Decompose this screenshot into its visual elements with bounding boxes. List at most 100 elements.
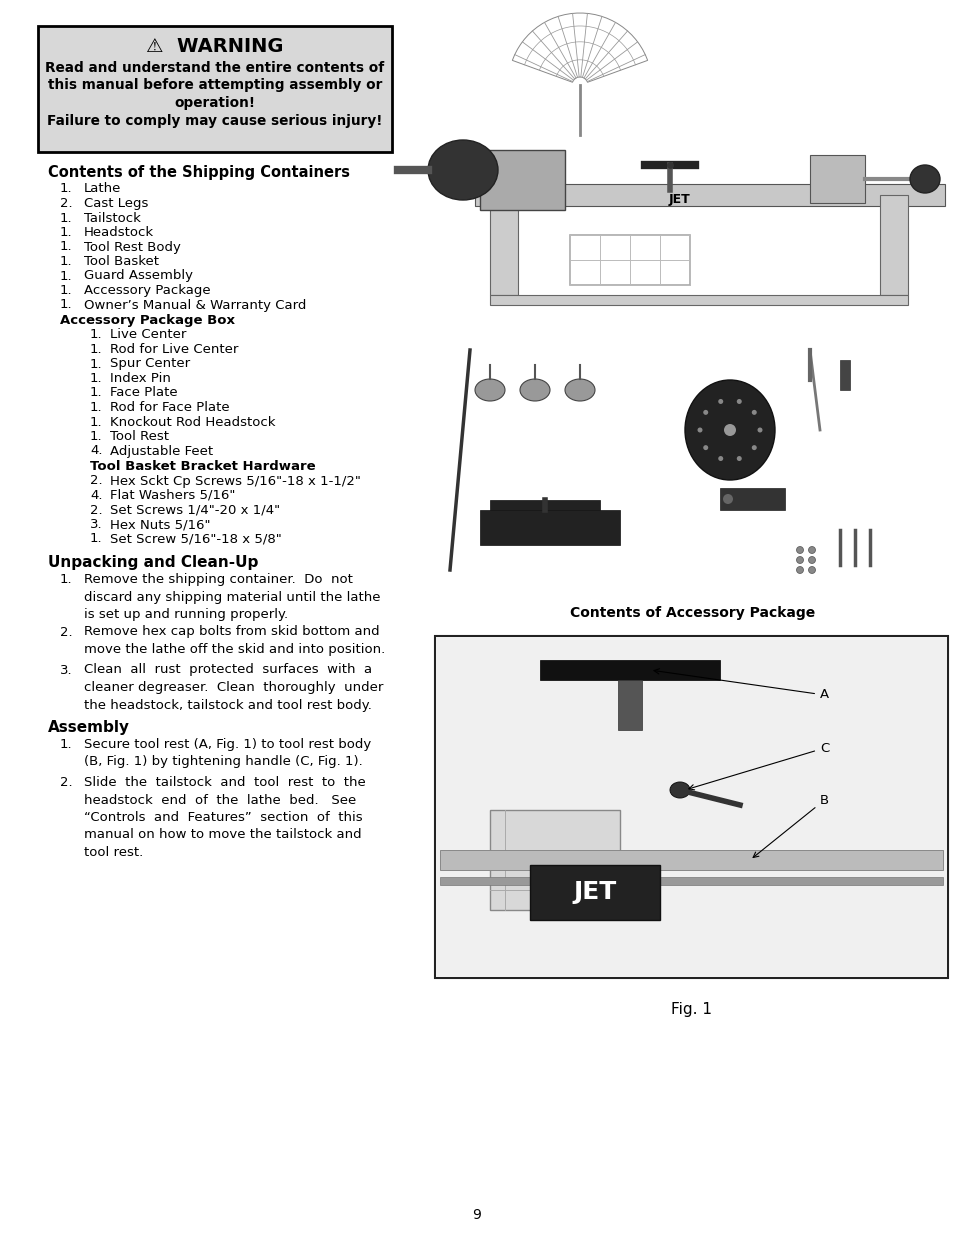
Ellipse shape bbox=[718, 456, 722, 461]
Bar bbox=[618, 680, 641, 730]
Bar bbox=[475, 184, 944, 206]
Text: 1.: 1. bbox=[90, 343, 103, 356]
Ellipse shape bbox=[736, 399, 741, 404]
Text: Tool Rest Body: Tool Rest Body bbox=[84, 241, 181, 253]
Ellipse shape bbox=[736, 456, 741, 461]
Text: 1.: 1. bbox=[60, 739, 72, 751]
Text: Contents of Accessory Package: Contents of Accessory Package bbox=[569, 606, 814, 620]
Text: Guard Assembly: Guard Assembly bbox=[84, 269, 193, 283]
Text: Remove the shipping container.  Do  not
discard any shipping material until the : Remove the shipping container. Do not di… bbox=[84, 573, 380, 621]
Ellipse shape bbox=[718, 399, 722, 404]
Bar bbox=[530, 864, 659, 920]
Text: Lathe: Lathe bbox=[84, 183, 121, 195]
Text: Tool Basket: Tool Basket bbox=[84, 254, 159, 268]
Bar bbox=[809, 156, 864, 203]
Ellipse shape bbox=[684, 380, 774, 480]
Ellipse shape bbox=[796, 567, 802, 573]
Text: Index Pin: Index Pin bbox=[110, 372, 171, 385]
Text: Set Screws 1/4"-20 x 1/4": Set Screws 1/4"-20 x 1/4" bbox=[110, 504, 280, 516]
Text: Headstock: Headstock bbox=[84, 226, 154, 240]
Ellipse shape bbox=[564, 379, 595, 401]
Text: Rod for Face Plate: Rod for Face Plate bbox=[110, 401, 230, 414]
Text: JET: JET bbox=[573, 881, 616, 904]
Bar bbox=[439, 877, 942, 885]
Text: 1.: 1. bbox=[60, 183, 72, 195]
Text: Assembly: Assembly bbox=[48, 720, 130, 735]
Text: 2.: 2. bbox=[60, 625, 72, 638]
Text: 2.: 2. bbox=[60, 776, 72, 789]
Text: 1.: 1. bbox=[60, 284, 72, 296]
Text: A: A bbox=[654, 668, 828, 701]
Ellipse shape bbox=[428, 140, 497, 200]
Text: Accessory Package: Accessory Package bbox=[84, 284, 211, 296]
Text: 1.: 1. bbox=[60, 226, 72, 240]
Text: Contents of the Shipping Containers: Contents of the Shipping Containers bbox=[48, 165, 350, 180]
Ellipse shape bbox=[909, 165, 939, 193]
Text: Hex Nuts 5/16": Hex Nuts 5/16" bbox=[110, 517, 211, 531]
Text: JET: JET bbox=[668, 194, 690, 206]
Ellipse shape bbox=[723, 424, 735, 436]
Text: 1.: 1. bbox=[60, 241, 72, 253]
Text: 2.: 2. bbox=[90, 474, 103, 488]
Text: 1.: 1. bbox=[60, 269, 72, 283]
FancyBboxPatch shape bbox=[38, 26, 392, 152]
Ellipse shape bbox=[702, 410, 707, 415]
Ellipse shape bbox=[702, 445, 707, 450]
Ellipse shape bbox=[722, 494, 732, 504]
Text: 1.: 1. bbox=[90, 357, 103, 370]
Ellipse shape bbox=[697, 427, 701, 432]
Bar bbox=[490, 295, 907, 305]
Text: Spur Center: Spur Center bbox=[110, 357, 190, 370]
Text: 4.: 4. bbox=[90, 445, 102, 457]
Bar bbox=[720, 488, 784, 510]
Ellipse shape bbox=[669, 782, 689, 798]
Text: 1.: 1. bbox=[90, 415, 103, 429]
Text: Unpacking and Clean-Up: Unpacking and Clean-Up bbox=[48, 555, 258, 571]
Text: 2.: 2. bbox=[90, 504, 103, 516]
Text: 9: 9 bbox=[472, 1208, 481, 1221]
Text: 1.: 1. bbox=[90, 401, 103, 414]
Text: B: B bbox=[752, 794, 828, 857]
Text: operation!: operation! bbox=[174, 96, 255, 110]
Text: Accessory Package Box: Accessory Package Box bbox=[60, 314, 234, 327]
Text: 1.: 1. bbox=[60, 254, 72, 268]
Ellipse shape bbox=[751, 445, 756, 450]
Text: Fig. 1: Fig. 1 bbox=[670, 1002, 711, 1016]
Ellipse shape bbox=[757, 427, 761, 432]
Ellipse shape bbox=[807, 547, 815, 553]
Text: Live Center: Live Center bbox=[110, 329, 186, 342]
Text: 1.: 1. bbox=[60, 211, 72, 225]
Text: Adjustable Feet: Adjustable Feet bbox=[110, 445, 213, 457]
Bar bbox=[479, 149, 564, 210]
Bar bbox=[569, 235, 689, 285]
Text: Knockout Rod Headstock: Knockout Rod Headstock bbox=[110, 415, 275, 429]
Ellipse shape bbox=[807, 567, 815, 573]
Text: Cast Legs: Cast Legs bbox=[84, 198, 149, 210]
Bar bbox=[840, 359, 849, 390]
Text: 1.: 1. bbox=[90, 387, 103, 399]
Text: Flat Washers 5/16": Flat Washers 5/16" bbox=[110, 489, 235, 501]
Text: 4.: 4. bbox=[90, 489, 102, 501]
Text: ⚠  WARNING: ⚠ WARNING bbox=[146, 37, 283, 56]
Text: Clean  all  rust  protected  surfaces  with  a
cleaner degreaser.  Clean  thorou: Clean all rust protected surfaces with a… bbox=[84, 663, 383, 711]
Text: 1.: 1. bbox=[60, 573, 72, 585]
Bar bbox=[439, 850, 942, 869]
Text: 2.: 2. bbox=[60, 198, 72, 210]
Bar bbox=[490, 810, 619, 910]
Bar bbox=[436, 637, 946, 977]
Text: 1.: 1. bbox=[60, 299, 72, 311]
Text: Tailstock: Tailstock bbox=[84, 211, 141, 225]
Text: Set Screw 5/16"-18 x 5/8": Set Screw 5/16"-18 x 5/8" bbox=[110, 532, 281, 546]
Text: Failure to comply may cause serious injury!: Failure to comply may cause serious inju… bbox=[48, 114, 382, 127]
Text: Remove hex cap bolts from skid bottom and
move the lathe off the skid and into p: Remove hex cap bolts from skid bottom an… bbox=[84, 625, 385, 656]
Text: Face Plate: Face Plate bbox=[110, 387, 177, 399]
Text: 1.: 1. bbox=[90, 372, 103, 385]
Ellipse shape bbox=[751, 410, 756, 415]
Text: Secure tool rest (A, Fig. 1) to tool rest body
(B, Fig. 1) by tightening handle : Secure tool rest (A, Fig. 1) to tool res… bbox=[84, 739, 371, 768]
Text: Hex Sckt Cp Screws 5/16"-18 x 1-1/2": Hex Sckt Cp Screws 5/16"-18 x 1-1/2" bbox=[110, 474, 360, 488]
Ellipse shape bbox=[807, 557, 815, 563]
Ellipse shape bbox=[796, 547, 802, 553]
Text: 3.: 3. bbox=[90, 517, 103, 531]
FancyBboxPatch shape bbox=[435, 636, 947, 978]
Ellipse shape bbox=[796, 557, 802, 563]
